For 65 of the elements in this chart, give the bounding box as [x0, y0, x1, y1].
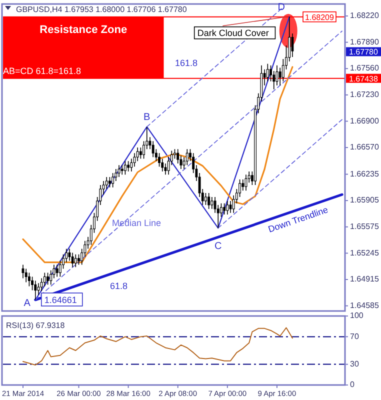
candlestick — [37, 282, 40, 296]
candlestick — [28, 272, 30, 287]
band-label: Resistance Zone — [40, 24, 128, 36]
candlestick — [223, 202, 226, 215]
candlestick — [226, 200, 229, 215]
text: 1.67780 — [349, 48, 378, 57]
y-tick-label: 1.66570 — [350, 142, 380, 152]
text: RSI(13) 67.9318 — [6, 321, 66, 330]
candlestick — [22, 264, 24, 279]
annotation: D — [278, 2, 285, 13]
candlestick — [278, 67, 282, 86]
y-tick-label: 1.65245 — [350, 248, 380, 258]
candlestick — [186, 148, 188, 166]
candlestick — [46, 272, 50, 286]
candlestick — [266, 63, 269, 82]
candlestick — [127, 160, 130, 172]
candlestick — [43, 272, 46, 287]
candlestick — [56, 264, 58, 278]
annotation: 1.64661 — [44, 295, 77, 305]
candlestick — [244, 174, 248, 191]
annotation: B — [144, 112, 151, 124]
candlestick — [24, 268, 28, 283]
candlestick — [291, 33, 294, 58]
y-tick-label: 1.64915 — [350, 274, 380, 284]
annotation: 161.8 — [175, 58, 198, 68]
annotation: C — [214, 241, 222, 252]
candlestick — [120, 164, 124, 176]
y-tick-label: 1.65905 — [350, 196, 380, 205]
y-tick-label: 1.66235 — [350, 169, 380, 178]
candlestick — [118, 164, 120, 178]
candlestick — [242, 179, 244, 191]
candlestick — [112, 172, 114, 188]
y-tick-label: 100 — [350, 311, 364, 320]
candlestick — [208, 192, 210, 210]
y-tick-label: 1.67560 — [350, 64, 380, 73]
chart-title: GBPUSD,H4 1.67953 1.68000 1.67706 1.67780 — [16, 5, 188, 14]
candlestick — [229, 200, 232, 214]
candlestick — [124, 160, 126, 176]
candlestick — [78, 254, 80, 266]
ref-line-label: 1.67438 — [349, 74, 378, 84]
candlestick — [276, 65, 278, 86]
candlestick — [139, 147, 142, 160]
annotation: A — [24, 298, 31, 309]
annotation: Dark Cloud Cover — [197, 28, 269, 38]
candlestick — [108, 176, 111, 188]
y-tick-label: 1.65575 — [350, 222, 380, 231]
y-tick-label: 70 — [350, 332, 360, 341]
candlestick — [71, 252, 74, 268]
annotation: AB=CD 61.8=161.8 — [3, 66, 82, 76]
y-tick-label: 1.66900 — [350, 116, 380, 126]
candlestick — [74, 254, 77, 268]
y-tick-label: 1.67230 — [350, 90, 380, 100]
ref-line-label: 1.68209 — [305, 12, 335, 22]
y-tick-label: 1.67890 — [350, 37, 380, 46]
candlestick — [210, 196, 214, 210]
candlestick — [204, 192, 207, 206]
candlestick — [152, 140, 154, 158]
y-tick-label: 30 — [350, 359, 360, 368]
y-tick-label: 1.68220 — [350, 11, 380, 20]
series-label: Median Line — [112, 218, 162, 228]
candlestick — [34, 280, 37, 300]
y-tick-label: 1.64585 — [350, 300, 380, 310]
annotation: 61.8 — [110, 281, 128, 291]
candlestick — [158, 152, 160, 168]
y-tick-label: 0 — [350, 380, 355, 390]
